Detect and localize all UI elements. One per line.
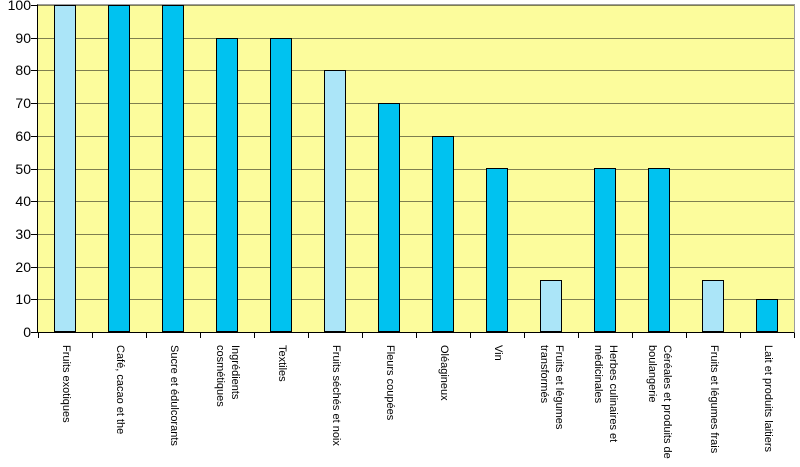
x-axis-tick [254,333,255,338]
y-axis-tick-label: 50 [15,161,31,177]
bar [756,299,778,332]
y-axis-tick-label: 30 [15,226,31,242]
y-axis-tick [31,103,38,104]
x-axis-tick [740,333,741,338]
category-label: Café, cacao et the [114,345,126,435]
y-axis-tick-label: 60 [15,128,31,144]
category-label: Fruits séchés et noix [330,345,342,446]
y-axis-tick-label: 0 [23,324,31,340]
gridline [38,103,794,104]
y-axis-tick [31,267,38,268]
y-axis-tick-label: 70 [15,95,31,111]
gridline [38,299,794,300]
y-axis-tick-label: 80 [15,62,31,78]
x-axis-tick [794,333,795,338]
y-axis-tick [31,5,38,6]
y-axis-tick-label: 100 [7,0,31,13]
bar [648,168,670,332]
bar [108,5,130,332]
x-axis-tick [200,333,201,338]
bar [432,136,454,332]
y-axis-tick [31,234,38,235]
category-label: Fleurs coupées [384,345,396,421]
category-label: Lait et produits laitiers [762,345,774,452]
x-axis-tick [362,333,363,338]
x-axis-tick [38,333,39,338]
y-axis-tick-label: 10 [15,291,31,307]
y-axis-tick [31,201,38,202]
category-label: Oléagineux [438,345,450,401]
y-axis-tick-label: 20 [15,259,31,275]
plot-area [37,4,795,333]
bar [270,38,292,332]
category-label: Ingrédients cosmétiques [214,345,241,407]
bar [324,70,346,332]
category-label: Fruits exotiques [60,345,72,423]
gridline [38,234,794,235]
x-axis-tick [308,333,309,338]
category-label: Fruits et légumes frais [708,345,720,454]
gridline [38,136,794,137]
x-axis-tick [146,333,147,338]
category-label: Herbes culinaires et médicinales [592,345,619,443]
category-label: Sucre et édulcorants [168,345,180,446]
category-label: Fruits et légumes transformés [538,345,565,430]
x-axis-tick [416,333,417,338]
x-axis-tick [470,333,471,338]
category-label: Vin [492,345,504,361]
x-axis-tick [524,333,525,338]
y-axis-tick-label: 40 [15,193,31,209]
bar [486,168,508,332]
category-label: Céréales et produits de boulangerie [646,345,673,459]
bar [702,280,724,332]
y-axis-tick [31,332,38,333]
x-axis-tick [632,333,633,338]
bar [54,5,76,332]
x-axis-tick [92,333,93,338]
bar [162,5,184,332]
y-axis-tick [31,169,38,170]
gridline [38,169,794,170]
gridline [38,267,794,268]
y-axis-tick [31,70,38,71]
bar [594,168,616,332]
y-axis-tick [31,38,38,39]
bar [216,38,238,332]
y-axis-tick-label: 90 [15,30,31,46]
gridline [38,201,794,202]
gridline [38,70,794,71]
category-label: Textiles [276,345,288,382]
x-axis-tick [686,333,687,338]
y-axis-tick [31,136,38,137]
bar [540,280,562,332]
gridline [38,5,794,6]
bar [378,103,400,332]
gridline [38,38,794,39]
x-axis-tick [578,333,579,338]
y-axis-tick [31,299,38,300]
